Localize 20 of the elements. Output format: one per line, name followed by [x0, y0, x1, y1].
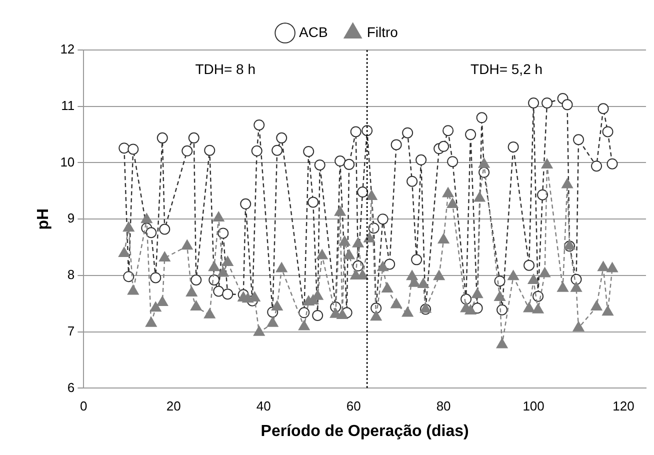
y-tick-label: 10 [60, 154, 75, 170]
y-tick-label: 9 [67, 210, 75, 226]
y-tick-label: 11 [61, 98, 75, 113]
y-axis-title: pH [35, 208, 52, 230]
x-tick-label: 20 [166, 398, 181, 414]
x-tick-label: 120 [612, 398, 634, 414]
y-tick-label: 7 [67, 323, 75, 338]
y-tick-label: 12 [60, 42, 75, 57]
x-axis-title: Período de Operação (dias) [260, 422, 469, 440]
annotation: TDH= 8 h [195, 60, 256, 77]
x-tick-label: 0 [80, 398, 88, 414]
legend-label: Filtro [366, 24, 398, 40]
x-tick-label: 60 [346, 398, 361, 414]
y-tick-label: 6 [67, 380, 75, 395]
legend-label: ACB [299, 24, 328, 40]
y-tick-label: 8 [67, 267, 75, 282]
x-tick-label: 100 [522, 398, 544, 414]
x-tick-label: 40 [256, 398, 271, 414]
annotation: TDH= 5,2 h [470, 60, 543, 77]
x-tick-label: 80 [436, 398, 451, 414]
